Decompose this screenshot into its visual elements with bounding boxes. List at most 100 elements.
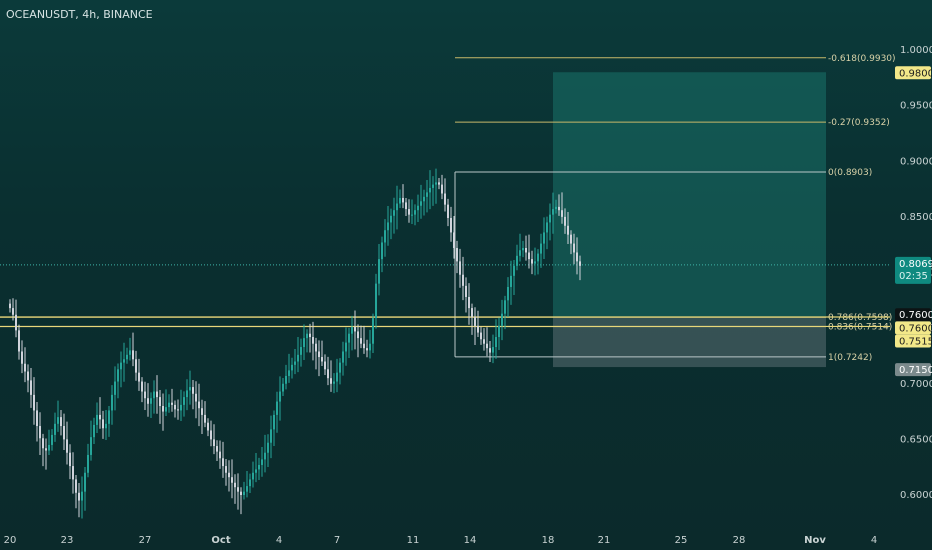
candle-body <box>144 391 146 399</box>
candle-body <box>495 337 497 348</box>
candle-body <box>192 387 194 394</box>
candle-body <box>186 390 188 398</box>
candle-body <box>402 197 404 203</box>
candle-body <box>375 283 377 319</box>
chart-title: OCEANUSDT, 4h, BINANCE <box>6 8 153 21</box>
y-tick-label: 0.6500 <box>900 434 932 445</box>
candle-body <box>519 250 521 256</box>
candle-body <box>555 206 557 210</box>
candle-body <box>528 252 530 260</box>
candle-body <box>330 378 332 384</box>
candle-body <box>63 426 65 440</box>
candle-body <box>450 217 452 233</box>
candle-body <box>189 387 191 391</box>
candle-body <box>336 372 338 382</box>
candle-body <box>552 209 554 215</box>
y-tick-label: 0.9500 <box>900 101 932 112</box>
fib-label: 0.786(0.7598) <box>828 313 892 323</box>
candle-body <box>213 439 215 447</box>
fib-label: 1(0.7242) <box>828 353 872 363</box>
price-tag-line-bg <box>895 308 931 322</box>
candle-body <box>234 482 236 488</box>
candle-body <box>45 448 47 451</box>
candle-body <box>516 255 518 266</box>
candle-body <box>315 343 317 352</box>
candle-body <box>30 380 32 395</box>
candle-body <box>15 314 17 331</box>
candle-body <box>297 354 299 362</box>
price-tag-entry-bg <box>895 321 931 335</box>
candle-body <box>207 422 209 431</box>
candle-body <box>54 423 56 435</box>
candle-body <box>423 196 425 202</box>
candle-body <box>252 472 254 480</box>
x-tick-label: 23 <box>61 535 74 546</box>
candle-body <box>135 359 137 373</box>
candle-body <box>387 222 389 231</box>
candle-body <box>24 363 26 372</box>
candle-body <box>66 439 68 453</box>
candle-body <box>357 331 359 339</box>
candle-body <box>180 404 182 411</box>
candle-body <box>90 437 92 455</box>
x-tick-label: 25 <box>675 535 688 546</box>
candle-body <box>474 317 476 326</box>
candle-body <box>390 215 392 223</box>
candle-body <box>534 261 536 264</box>
candle-body <box>264 452 266 460</box>
candle-body <box>540 243 542 254</box>
x-tick-label: 20 <box>4 535 17 546</box>
candle-body <box>561 210 563 217</box>
candle-body <box>576 252 578 262</box>
candle-body <box>78 492 80 501</box>
candle-body <box>366 348 368 351</box>
candle-body <box>342 351 344 363</box>
price-tag-last-value: 0.8069 <box>899 259 932 270</box>
candle-body <box>567 225 569 235</box>
price-tag-target-bg <box>895 66 931 80</box>
candle-body <box>498 325 500 338</box>
candle-body <box>102 419 104 429</box>
candle-body <box>114 381 116 395</box>
x-tick-label: 27 <box>139 535 152 546</box>
candle-body <box>486 343 488 349</box>
candle-body <box>573 243 575 253</box>
candle-body <box>147 398 149 404</box>
candle-body <box>225 466 227 473</box>
candle-body <box>543 232 545 244</box>
candle-body <box>480 332 482 340</box>
candle-body <box>87 454 89 473</box>
candle-body <box>438 182 440 185</box>
candle-body <box>522 248 524 251</box>
candle-body <box>168 402 170 408</box>
candle-body <box>429 187 431 193</box>
price-tag-fib-text: 0.7515 <box>899 336 932 347</box>
candle-body <box>237 487 239 492</box>
candle-body <box>546 222 548 233</box>
candle-body <box>339 362 341 373</box>
candle-body <box>558 206 560 211</box>
candle-body <box>351 327 353 334</box>
candle-body <box>111 394 113 411</box>
candle-body <box>84 472 86 492</box>
candle-body <box>126 354 128 360</box>
y-tick-label: 1.0000 <box>900 45 932 56</box>
candle-body <box>312 337 314 344</box>
price-tag-line-text: 0.7600 <box>899 310 932 321</box>
fib-label: -0.27(0.9352) <box>828 118 890 128</box>
y-tick-label: 0.9000 <box>900 156 932 167</box>
candle-body <box>171 402 173 405</box>
candle-body <box>384 230 386 243</box>
candle-body <box>75 479 77 493</box>
candle-body <box>165 407 167 412</box>
price-tag-countdown: 02:35 <box>899 271 928 282</box>
candle-body <box>48 444 50 451</box>
x-tick-label: 4 <box>871 535 877 546</box>
candle-body <box>96 414 98 425</box>
candle-body <box>525 248 527 253</box>
candle-body <box>33 394 35 411</box>
candle-body <box>69 452 71 467</box>
candle-body <box>276 401 278 415</box>
